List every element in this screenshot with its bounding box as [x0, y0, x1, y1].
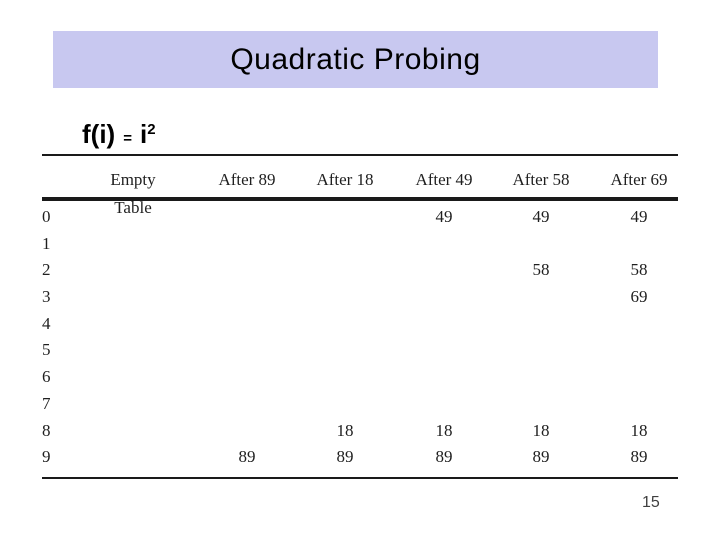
row-index-label: 3	[42, 287, 51, 307]
column-header: After 18	[316, 170, 374, 189]
row-index-label: 0	[42, 207, 51, 226]
column-header: After 89	[218, 170, 276, 189]
formula-variable: i	[139, 119, 148, 149]
row-index-label: 7	[42, 393, 51, 413]
table-cell: 49	[532, 207, 550, 226]
table-cell: 49	[630, 207, 648, 226]
table-cell: 89	[336, 447, 354, 467]
table-row: 1	[42, 231, 678, 258]
slide-title: Quadratic Probing	[230, 43, 481, 76]
column-header: After 49	[415, 170, 473, 189]
slide-title-bar: Quadratic Probing	[53, 31, 658, 88]
hash-function-formula: f(i) = i2	[82, 112, 156, 149]
table-cell: 49	[435, 207, 453, 226]
formula-function: f(i)	[82, 119, 116, 149]
hash-table-figure: Empty Table After 89 After 18 After 49 After…	[42, 154, 678, 480]
column-header: After 69	[610, 170, 668, 189]
table-cell: 18	[336, 420, 354, 440]
column-header: After 58	[512, 170, 570, 189]
page-number: 15	[642, 494, 660, 511]
row-index-label: 8	[42, 420, 51, 440]
table-header-rule	[42, 197, 678, 201]
table-row: 0 49 49 49	[42, 204, 678, 231]
table-row: 9 89 89 89 89 89	[42, 444, 678, 471]
table-row: 3 69	[42, 284, 678, 311]
row-index-label: 5	[42, 340, 51, 360]
table-bottom-rule	[42, 477, 678, 479]
row-index-label: 4	[42, 313, 51, 333]
formula-exponent: 2	[147, 121, 156, 138]
table-row: 8 18 18 18 18	[42, 418, 678, 445]
table-body: 0 49 49 49 1 2 58 58 3 69 4 5 6 7 8 18 18 18 18 9 89 89 89 89 89	[42, 204, 678, 471]
table-header-row: Empty Table After 89 After 18 After 49 After…	[42, 166, 678, 217]
row-index-label: 6	[42, 367, 51, 387]
table-cell: 18	[532, 420, 550, 440]
table-cell: 89	[630, 447, 648, 467]
table-cell: 58	[532, 260, 550, 280]
table-cell: 89	[532, 447, 550, 467]
table-cell: 89	[435, 447, 453, 467]
row-index-label: 2	[42, 260, 51, 280]
row-index-label: 1	[42, 233, 51, 253]
table-cell: 18	[435, 420, 453, 440]
table-row: 2 58 58	[42, 257, 678, 284]
row-index-label: 9	[42, 447, 51, 467]
table-cell: 69	[630, 287, 648, 307]
table-row: 5	[42, 337, 678, 364]
formula-equals-sign: =	[123, 130, 132, 147]
column-header: Empty Table	[110, 170, 156, 217]
table-row: 7	[42, 391, 678, 418]
table-cell: 18	[630, 420, 648, 440]
table-row: 4	[42, 311, 678, 338]
table-row: 6	[42, 364, 678, 391]
table-cell: 58	[630, 260, 648, 280]
table-cell: 89	[238, 447, 256, 467]
table-top-rule	[42, 154, 678, 156]
